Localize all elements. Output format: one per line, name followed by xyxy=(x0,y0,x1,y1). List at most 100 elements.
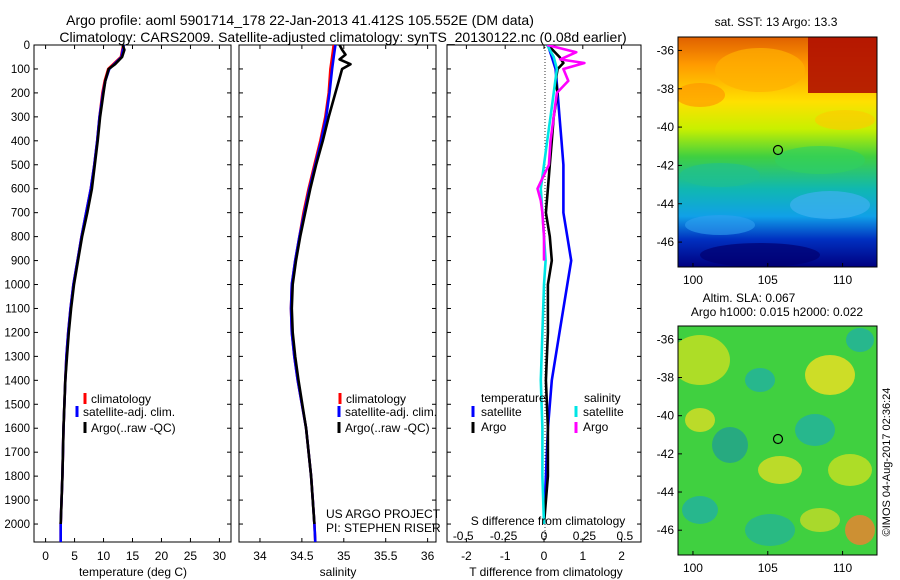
x-tick-label: 0 xyxy=(42,549,49,563)
series-line-climatology xyxy=(59,45,125,542)
sla-map-subtitle: Argo h1000: 0.015 h2000: 0.022 xyxy=(691,305,863,319)
top-tick-label: 0 xyxy=(541,529,548,543)
top-tick-label: -0.25 xyxy=(490,529,518,543)
x-tick-label: 35 xyxy=(337,549,351,563)
map-x-tick-label: 100 xyxy=(683,561,703,575)
map-x-tick-label: 105 xyxy=(758,561,778,575)
depth-tick-label: 0 xyxy=(24,40,30,52)
top-tick-label: -0.5 xyxy=(453,529,474,543)
map-y-tick-label: -44 xyxy=(657,485,675,499)
legend-label-t-satellite: satellite xyxy=(481,405,522,419)
top-tick-label: 0.25 xyxy=(573,529,597,543)
legend-label-s-satellite: satellite xyxy=(583,405,624,419)
depth-tick-label: 900 xyxy=(11,256,30,268)
depth-tick-label: 1700 xyxy=(4,447,30,459)
depth-tick-label: 1800 xyxy=(4,471,30,483)
imos-credit: ©IMOS 04-Aug-2017 02:36:24 xyxy=(881,388,893,537)
map-y-tick-label: -36 xyxy=(657,43,675,57)
map-y-tick-label: -46 xyxy=(657,523,675,537)
argo-location-marker-2 xyxy=(772,433,784,445)
argo-location-marker xyxy=(772,144,784,156)
salinity-series xyxy=(289,45,352,542)
difference-legend: temperature salinity satellite Argo sate… xyxy=(471,391,624,434)
map-y-tick-label: -38 xyxy=(657,82,675,96)
x-tick-label: 34.5 xyxy=(290,549,314,563)
depth-tick-label: 100 xyxy=(11,64,30,76)
salinity-xlabel: salinity xyxy=(320,565,357,579)
difference-xlabel: T difference from climatology xyxy=(469,565,623,579)
sla-map-axes: 100 105 110 -36 -38 -40 -42 -44 -46 xyxy=(657,332,853,575)
legend-label-satellite: satellite-adj. clim. xyxy=(83,405,175,419)
pi-credit: PI: STEPHEN RISER xyxy=(326,521,441,535)
map-y-tick-label: -44 xyxy=(657,197,675,211)
sst-map-frame xyxy=(677,36,878,268)
depth-tick-label: 1400 xyxy=(4,375,30,387)
x-tick-label: -2 xyxy=(461,549,472,563)
depth-tick-label: 400 xyxy=(11,136,30,148)
temperature-x-axis: 0 5 10 15 20 25 30 xyxy=(42,45,226,563)
x-tick-label: 36 xyxy=(421,549,435,563)
depth-tick-label: 600 xyxy=(11,184,30,196)
legend-label-argo: Argo(..raw -QC) xyxy=(91,421,176,435)
sst-map-axes: 100 105 110 -36 -38 -40 -42 -44 -46 xyxy=(657,43,853,287)
map-y-tick-label: -40 xyxy=(657,409,675,423)
project-credit: US ARGO PROJECT xyxy=(326,507,441,521)
legend-label-satellite-2: satellite-adj. clim. xyxy=(345,405,437,419)
x-tick-label: 15 xyxy=(126,549,140,563)
salinity-difference-x-axis: -0.5 -0.25 0 0.25 0.5 xyxy=(453,529,634,543)
map-x-tick-label: 105 xyxy=(758,273,778,287)
depth-tick-label: 1100 xyxy=(5,303,30,315)
depth-tick-label: 1300 xyxy=(4,351,30,363)
salinity-legend: climatology satellite-adj. clim. Argo(..… xyxy=(337,392,437,435)
series-line-satellite-adj-clim- xyxy=(59,45,126,542)
legend-heading-salinity: salinity xyxy=(584,391,621,405)
difference-series xyxy=(536,45,586,525)
depth-tick-label: 300 xyxy=(11,112,30,124)
map-y-tick-label: -46 xyxy=(657,235,675,249)
salinity-x-axis: 34 34.5 35 35.5 36 xyxy=(239,44,436,563)
map-x-tick-label: 110 xyxy=(833,561,852,575)
depth-tick-label: 1000 xyxy=(4,280,30,292)
depth-tick-label: 1600 xyxy=(4,423,30,435)
x-tick-label: -1 xyxy=(500,549,511,563)
x-tick-label: 30 xyxy=(213,549,227,563)
legend-label-s-argo: Argo xyxy=(583,420,609,434)
map-y-tick-label: -42 xyxy=(657,158,675,172)
title-line-1: Argo profile: aoml 5901714_178 22-Jan-20… xyxy=(66,12,534,28)
map-x-tick-label: 100 xyxy=(683,273,703,287)
sla-map-title: Altim. SLA: 0.067 xyxy=(703,291,796,305)
x-tick-label: 2 xyxy=(618,549,625,563)
legend-label-climatology: climatology xyxy=(91,392,151,406)
sla-heatmap xyxy=(678,326,877,555)
legend-label-t-argo: Argo xyxy=(481,420,507,434)
difference-x-axis: -2 -1 0 1 2 xyxy=(447,44,641,563)
depth-tick-label: 1200 xyxy=(4,327,30,339)
series-line-argo-raw-qc- xyxy=(290,45,352,525)
title-line-2: Climatology: CARS2009. Satellite-adjuste… xyxy=(59,29,626,45)
sst-heatmap xyxy=(678,37,877,267)
legend-label-argo-2: Argo(..raw -QC) xyxy=(345,421,430,435)
depth-tick-label: 200 xyxy=(11,88,30,100)
depth-tick-label: 1900 xyxy=(4,495,30,507)
depth-tick-label: 500 xyxy=(11,160,30,172)
x-tick-label: 20 xyxy=(155,549,169,563)
x-tick-label: 1 xyxy=(579,549,586,563)
x-tick-label: 25 xyxy=(184,549,198,563)
temperature-legend: climatology satellite-adj. clim. Argo(..… xyxy=(75,392,176,435)
map-y-tick-label: -42 xyxy=(657,447,675,461)
salinity-panel xyxy=(238,44,437,543)
depth-tick-label: 800 xyxy=(11,232,30,244)
depth-tick-label: 1500 xyxy=(4,399,30,411)
sst-map-title: sat. SST: 13 Argo: 13.3 xyxy=(715,15,838,29)
x-tick-label: 34 xyxy=(253,549,267,563)
temperature-xlabel: temperature (deg C) xyxy=(79,565,187,579)
x-tick-label: 10 xyxy=(97,549,111,563)
legend-heading-temperature: temperature xyxy=(481,391,546,405)
top-tick-label: 0.5 xyxy=(616,529,633,543)
map-y-tick-label: -38 xyxy=(657,371,675,385)
map-y-tick-label: -36 xyxy=(657,332,675,346)
map-y-tick-label: -40 xyxy=(657,120,675,134)
sla-map-frame xyxy=(677,325,878,556)
depth-axis: 0 100 200 300 400 500 600 700 800 900 1000 1100 1200… xyxy=(4,40,231,531)
